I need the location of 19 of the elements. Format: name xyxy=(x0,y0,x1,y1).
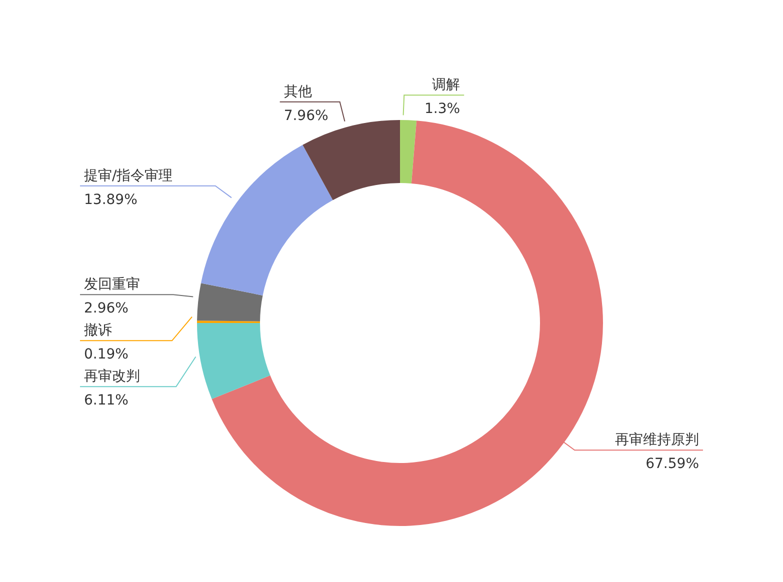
donut-slice xyxy=(197,323,270,400)
data-label: 2.96% xyxy=(84,300,128,317)
slice-label: 撤诉 xyxy=(84,322,112,339)
data-label: 67.59% xyxy=(646,456,699,472)
data-label: 1.3% xyxy=(424,101,460,118)
donut-slice xyxy=(200,144,333,296)
donut-slice xyxy=(197,283,263,322)
slice-label: 再审维持原判 xyxy=(615,432,699,448)
slice-label: 其他 xyxy=(284,84,312,100)
slice-label: 发回重审 xyxy=(84,276,140,293)
slice-label: 再审改判 xyxy=(84,368,140,385)
data-label: 6.11% xyxy=(84,392,128,409)
slice-label: 调解 xyxy=(432,77,460,94)
donut-slice xyxy=(302,120,400,200)
slice-label: 提审/指令审理 xyxy=(84,168,173,184)
data-label: 7.96% xyxy=(284,108,328,124)
data-label: 0.19% xyxy=(84,346,128,363)
data-label: 13.89% xyxy=(84,192,138,208)
donut-slice xyxy=(400,120,417,184)
